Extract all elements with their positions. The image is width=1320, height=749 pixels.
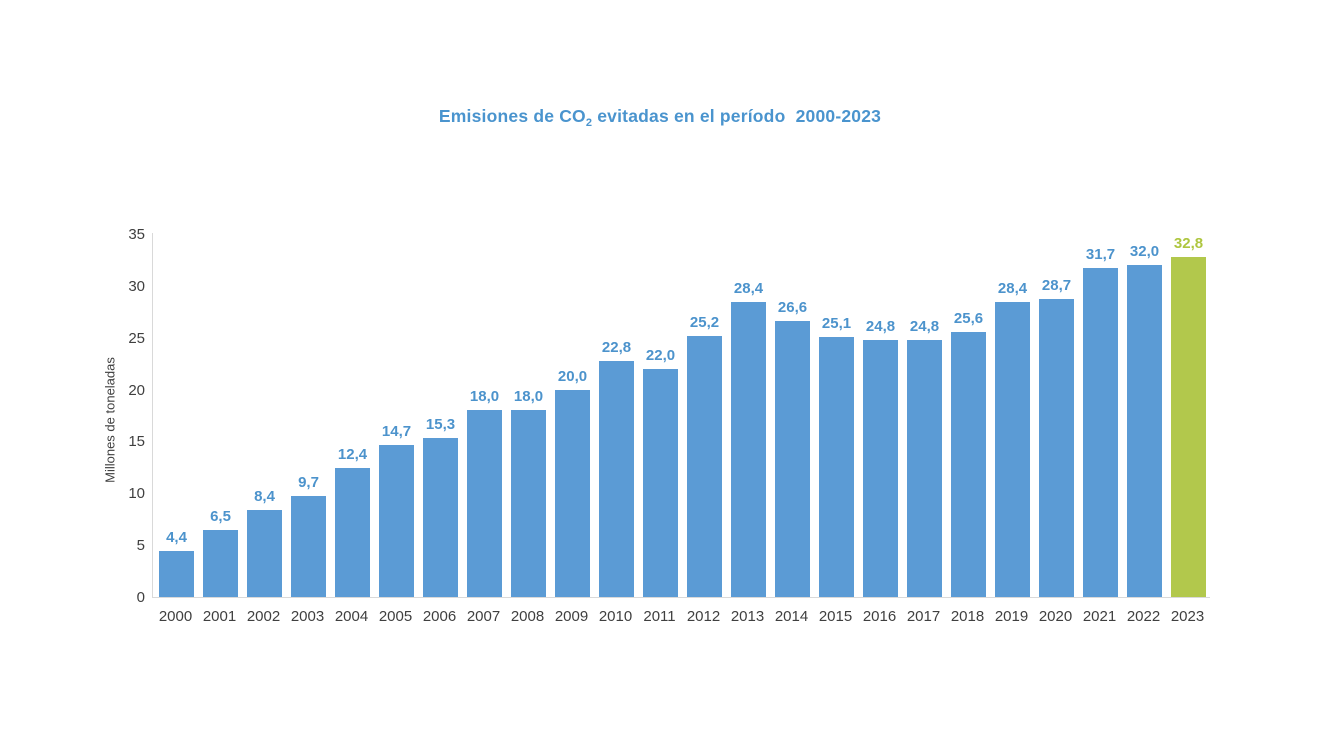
y-tick-label-20: 20 (128, 381, 145, 399)
bar-value-label-2017: 24,8 (909, 317, 940, 335)
bar-2017 (907, 339, 942, 597)
x-tick-label-2007: 2007 (466, 608, 501, 625)
bar-2021 (1083, 268, 1118, 597)
bar-value-label-2013: 28,4 (733, 280, 764, 298)
bar-2022 (1127, 265, 1162, 597)
x-tick-label-2009: 2009 (554, 608, 589, 625)
x-tick-label-2015: 2015 (818, 608, 853, 625)
bar-value-label-2018: 25,6 (953, 309, 984, 327)
bar-value-label-2011: 22,0 (645, 346, 676, 364)
bar-value-label-2003: 9,7 (298, 474, 319, 492)
bar-2002 (247, 509, 282, 597)
x-tick-label-2010: 2010 (598, 608, 633, 625)
x-tick-label-2022: 2022 (1126, 608, 1161, 625)
chart-title: Emisiones de CO2 evitadas en el período … (0, 106, 1320, 129)
bar-2018 (951, 331, 986, 597)
x-tick-label-2018: 2018 (950, 608, 985, 625)
bar-value-label-2002: 8,4 (254, 487, 275, 505)
x-tick-label-2001: 2001 (202, 608, 237, 625)
y-tick-label-5: 5 (136, 537, 145, 555)
bar-2009 (555, 389, 590, 597)
x-tick-label-2013: 2013 (730, 608, 765, 625)
bar-2020 (1039, 299, 1074, 597)
bar-2014 (775, 321, 810, 597)
bar-2011 (643, 368, 678, 597)
y-tick-label-25: 25 (128, 329, 145, 347)
bar-2001 (203, 529, 238, 597)
x-tick-label-2004: 2004 (334, 608, 369, 625)
x-tick-label-2002: 2002 (246, 608, 281, 625)
bar-value-label-2000: 4,4 (166, 529, 187, 547)
bar-2007 (467, 410, 502, 597)
bar-value-label-2015: 25,1 (821, 314, 852, 332)
y-tick-label-10: 10 (128, 485, 145, 503)
bar-2023 (1171, 256, 1206, 597)
x-tick-label-2008: 2008 (510, 608, 545, 625)
bar-value-label-2014: 26,6 (777, 299, 808, 317)
x-tick-label-2000: 2000 (158, 608, 193, 625)
bar-value-label-2021: 31,7 (1085, 246, 1116, 264)
x-tick-label-2016: 2016 (862, 608, 897, 625)
bar-value-label-2004: 12,4 (337, 446, 368, 464)
bar-value-label-2019: 28,4 (997, 280, 1028, 298)
x-tick-label-2019: 2019 (994, 608, 1029, 625)
x-tick-label-2017: 2017 (906, 608, 941, 625)
x-tick-label-2011: 2011 (643, 608, 676, 625)
y-axis-ticks: 0 5 10 15 20 25 30 35 (0, 226, 145, 606)
bar-2008 (511, 410, 546, 597)
y-tick-label-15: 15 (128, 433, 145, 451)
bar-value-label-2016: 24,8 (865, 317, 896, 335)
bar-value-label-2010: 22,8 (601, 338, 632, 356)
chart-title-subscript: 2 (585, 117, 593, 129)
y-tick-label-30: 30 (128, 277, 145, 295)
bar-2003 (291, 496, 326, 597)
bar-value-label-2020: 28,7 (1041, 277, 1072, 295)
plot-area: 4,4 6,5 8,4 9,7 12,4 14,7 15,3 18,0 18,0 20,0 22,8… (152, 233, 1210, 598)
bar-2000 (159, 551, 194, 597)
y-tick-label-35: 35 (128, 226, 145, 243)
bar-2005 (379, 444, 414, 597)
bar-2019 (995, 302, 1030, 597)
bar-2015 (819, 336, 854, 597)
x-tick-label-2020: 2020 (1038, 608, 1073, 625)
bar-2004 (335, 468, 370, 597)
bar-value-label-2008: 18,0 (513, 388, 544, 406)
x-tick-label-2005: 2005 (378, 608, 413, 625)
x-tick-label-2012: 2012 (686, 608, 721, 625)
bar-value-label-2023: 32,8 (1173, 234, 1204, 252)
x-tick-label-2023: 2023 (1170, 608, 1205, 625)
bar-2016 (863, 339, 898, 597)
x-tick-label-2014: 2014 (774, 608, 809, 625)
chart-title-prefix: Emisiones de CO (438, 106, 586, 126)
chart-title-suffix: evitadas en el período 2000-2023 (592, 106, 882, 126)
y-tick-label-0: 0 (136, 589, 145, 606)
bar-value-label-2009: 20,0 (557, 367, 588, 385)
bar-value-label-2012: 25,2 (689, 313, 720, 331)
x-tick-label-2003: 2003 (290, 608, 325, 625)
bar-2013 (731, 302, 766, 597)
x-tick-label-2006: 2006 (422, 608, 457, 625)
bar-2006 (423, 438, 458, 597)
bar-value-label-2006: 15,3 (425, 416, 456, 434)
bar-2010 (599, 360, 634, 597)
bar-2012 (687, 335, 722, 597)
bar-value-label-2001: 6,5 (210, 507, 231, 525)
bar-value-label-2005: 14,7 (381, 422, 412, 440)
x-tick-label-2021: 2021 (1082, 608, 1117, 625)
bar-value-label-2007: 18,0 (469, 388, 500, 406)
bar-value-label-2022: 32,0 (1129, 243, 1160, 261)
